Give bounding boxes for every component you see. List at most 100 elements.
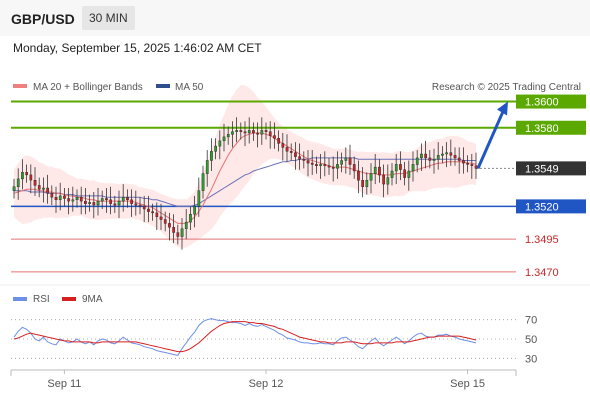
candle (436, 142, 440, 170)
candle (428, 150, 432, 169)
candle (138, 197, 142, 215)
timeframe-badge[interactable]: 30 MIN (82, 6, 135, 30)
rsi-panel: 30 50 70 (11, 315, 537, 365)
candle (109, 186, 112, 215)
candle (243, 121, 247, 147)
candle (449, 139, 453, 166)
candle (79, 186, 83, 215)
candle (231, 121, 234, 148)
candle (273, 122, 276, 149)
candle (260, 117, 264, 145)
candle (420, 143, 423, 171)
ma50-legend-label: MA 50 (175, 82, 204, 93)
candle (201, 165, 205, 199)
ma20-legend-swatch (13, 84, 27, 88)
candle (96, 188, 100, 216)
level-1-3495-label: 1.3495 (525, 234, 559, 246)
candle (33, 167, 37, 196)
rsi-tick-30: 30 (525, 353, 537, 365)
ma50-legend-swatch (156, 84, 170, 88)
bollinger-band-area (14, 85, 476, 248)
forecast-arrow-shaft (476, 110, 505, 169)
rsi-ma-legend-label: 9MA (82, 294, 103, 305)
x-tick-label: Sep 12 (249, 378, 284, 390)
candle (151, 203, 154, 221)
candle (344, 147, 348, 174)
level-1-3520-badge (516, 199, 586, 214)
candle (126, 189, 129, 208)
candle (310, 150, 314, 175)
rsi-legend-swatch (13, 297, 27, 301)
candle (315, 156, 318, 174)
candle (462, 147, 465, 174)
candle (348, 144, 352, 175)
candle (147, 195, 150, 223)
candle (121, 184, 125, 212)
candle (399, 151, 402, 181)
candle (466, 155, 469, 173)
candle (159, 203, 163, 230)
chart-header: GBP/USD 30 MIN (0, 0, 590, 36)
candle (189, 206, 192, 230)
candle (441, 146, 444, 164)
x-axis: Sep 11 Sep 12 Sep 15 (10, 369, 517, 390)
candle (172, 214, 175, 244)
candle (327, 157, 331, 175)
rsi-line (13, 318, 477, 356)
candle (75, 189, 79, 208)
candle (226, 126, 230, 145)
candle (134, 190, 138, 216)
candle (407, 160, 411, 191)
candle (239, 122, 243, 140)
candle (289, 143, 293, 161)
level-1-3600-badge (516, 94, 586, 109)
timestamp: Monday, September 15, 2025 1:46:02 AM CE… (13, 41, 262, 55)
candle (445, 142, 448, 168)
candle (256, 122, 259, 148)
candle (210, 138, 213, 171)
candle (361, 167, 364, 198)
candle (336, 151, 339, 179)
candle (306, 150, 310, 177)
candle (218, 130, 222, 160)
rsi-ma-legend-swatch (62, 297, 76, 301)
level-1-3580-label: 1.3580 (525, 123, 559, 135)
candle (235, 117, 238, 143)
candle (113, 195, 117, 213)
candle (365, 172, 369, 195)
candle (50, 185, 54, 206)
candle (21, 159, 24, 190)
candle (369, 163, 373, 194)
candle (247, 117, 251, 144)
candle (457, 147, 461, 174)
price-levels-group (11, 100, 516, 273)
ma50-line (14, 157, 476, 207)
candle (184, 209, 188, 240)
candle (163, 211, 167, 232)
candle (92, 191, 96, 219)
candle (298, 143, 301, 170)
x-tick-label: Sep 11 (47, 378, 81, 390)
candle (378, 159, 381, 183)
candle (54, 186, 58, 213)
candle (16, 168, 20, 200)
candle (390, 163, 394, 186)
candle (340, 152, 343, 173)
candle (58, 182, 62, 211)
candle (285, 134, 289, 162)
candle (373, 153, 377, 185)
candle (71, 186, 75, 212)
price-labels-group: 1.3600 1.3580 1.3549 1.3520 1.3495 1.3470 (516, 94, 586, 279)
candle (432, 148, 436, 174)
candle (277, 130, 280, 152)
candle (67, 188, 70, 215)
candle (142, 195, 146, 223)
rsi-tick-50: 50 (525, 334, 537, 346)
candle (323, 151, 327, 177)
candle (331, 156, 335, 182)
candle (42, 177, 45, 203)
candle (214, 138, 217, 160)
candle (100, 190, 104, 209)
